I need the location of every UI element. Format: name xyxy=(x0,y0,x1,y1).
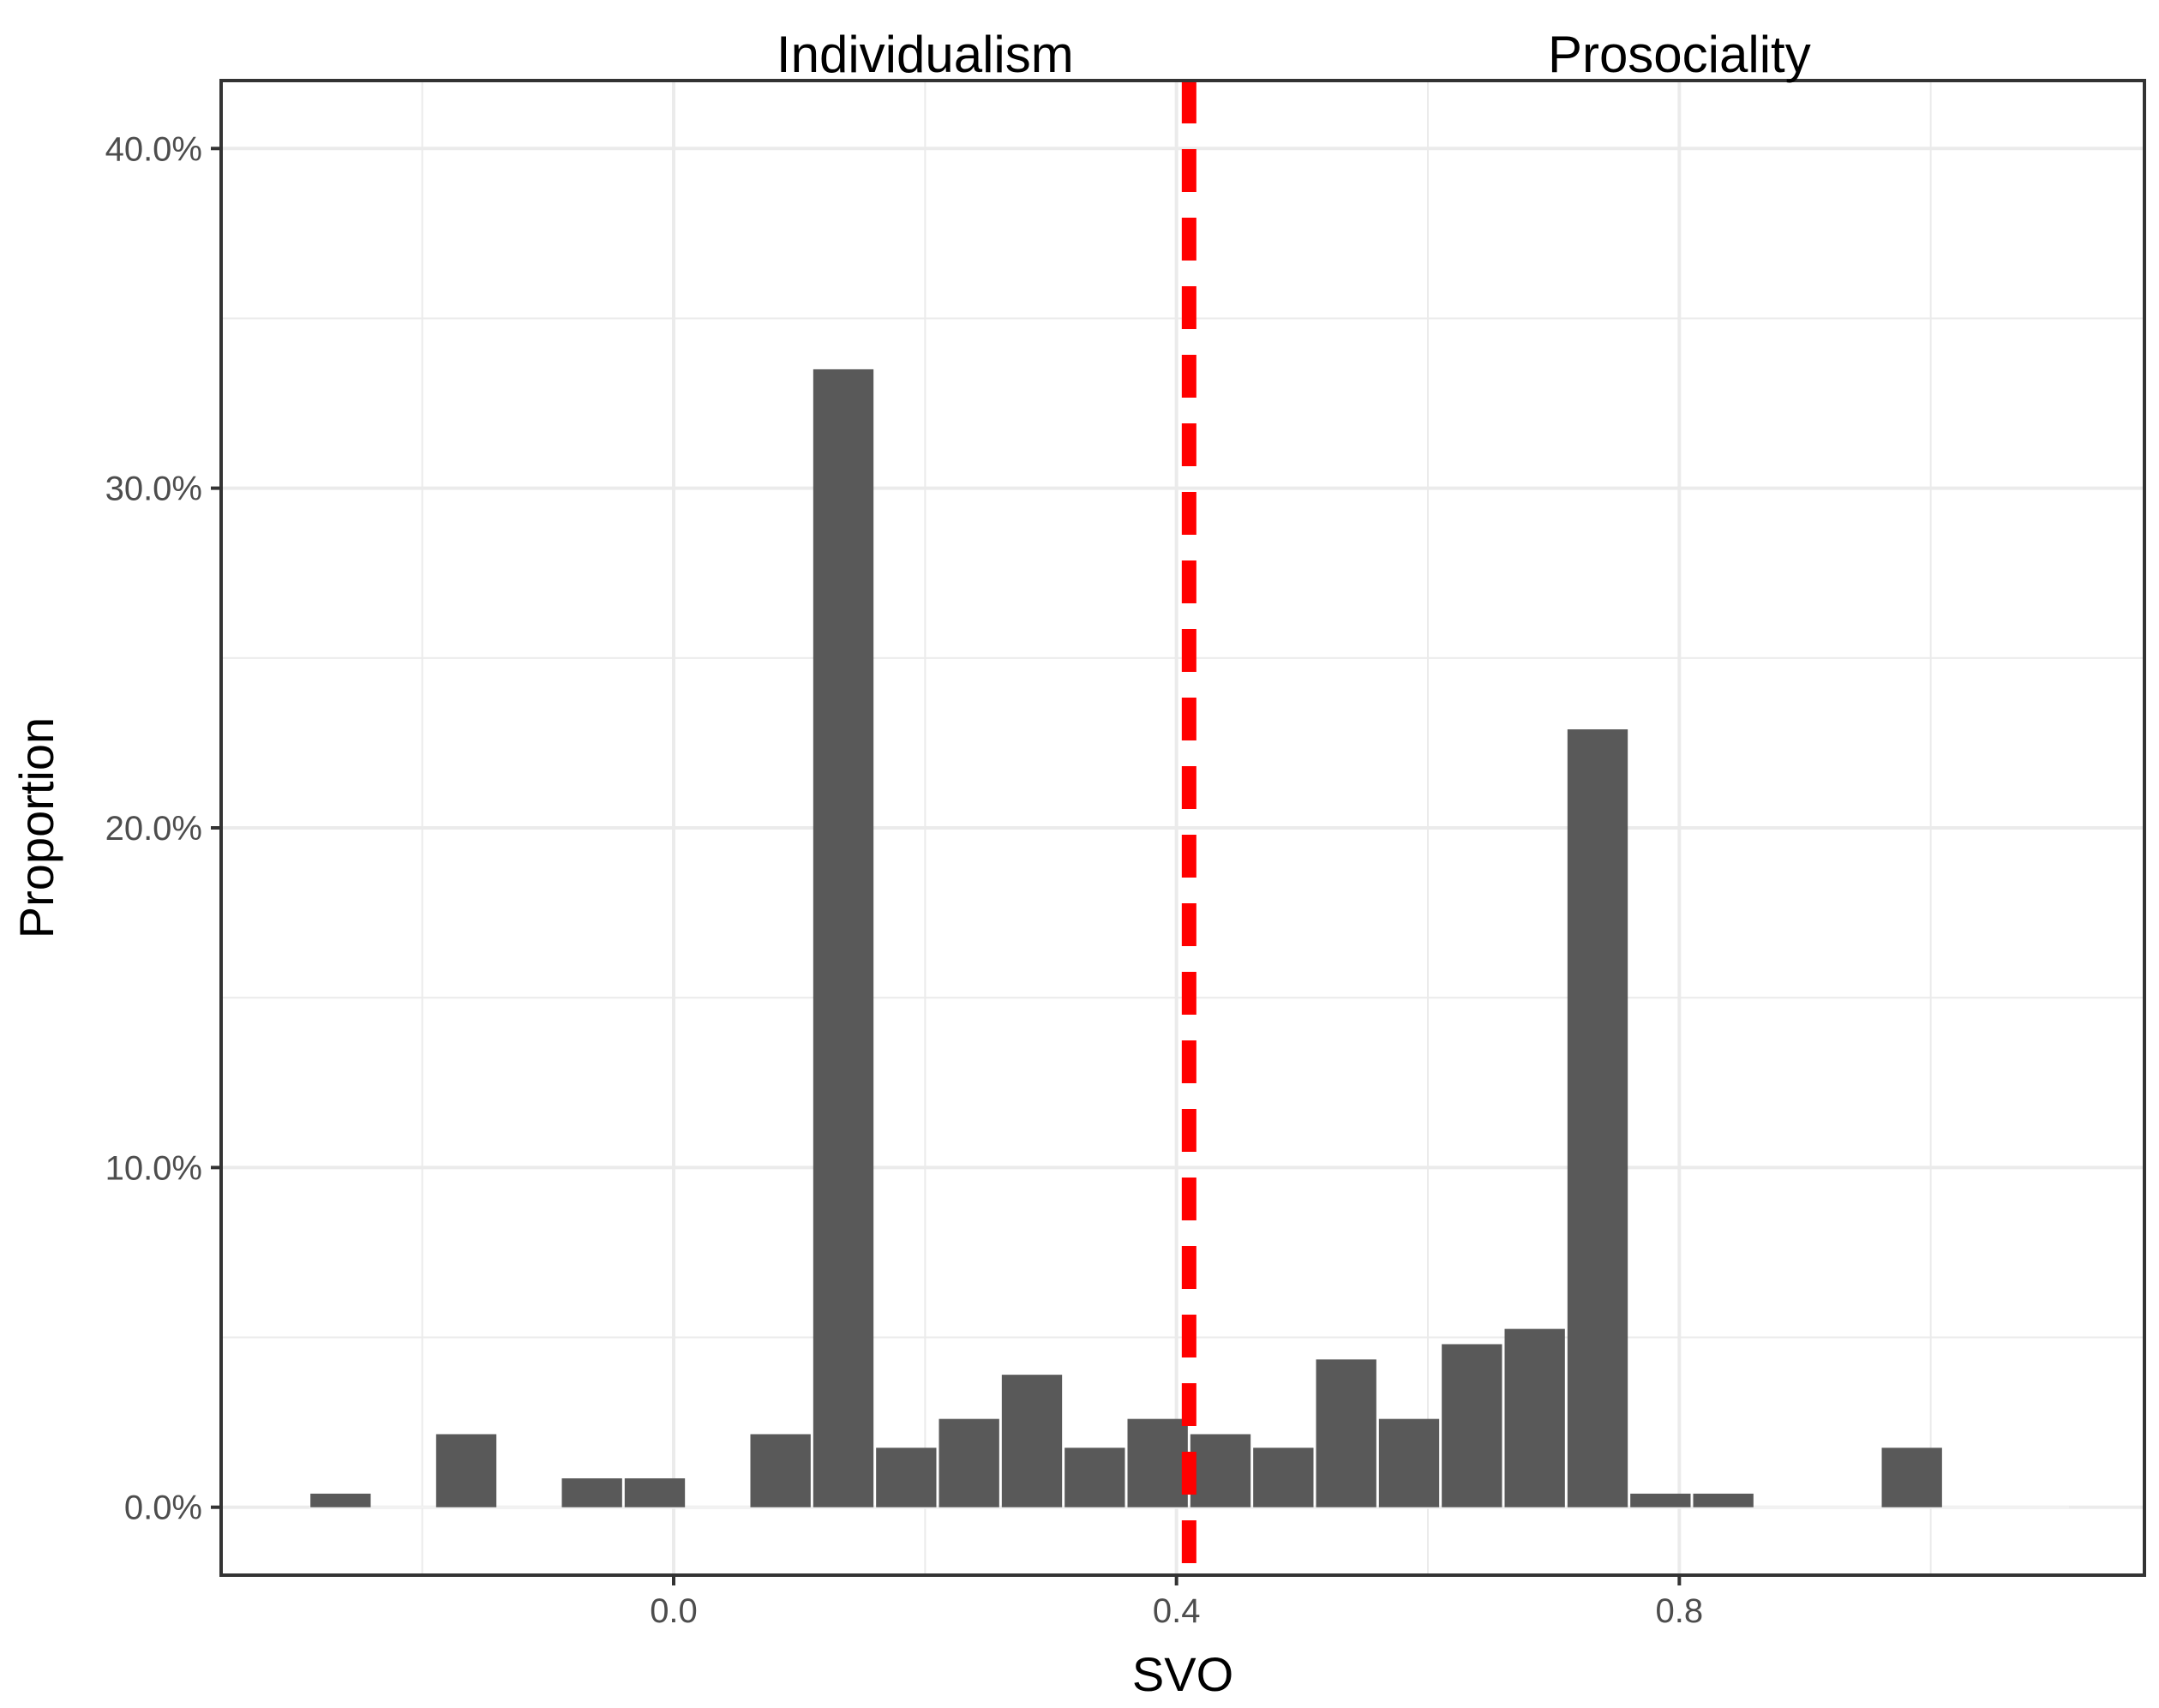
axis-ticks: 0.0 0.4 0.8 0.0% 10.0% 20.0% 30.0% 40.0% xyxy=(105,130,1704,1630)
region-annotation: Prosociality xyxy=(1548,26,1811,83)
histogram-bar xyxy=(1253,1447,1314,1507)
x-axis-title: SVO xyxy=(1132,1647,1233,1701)
histogram-bars xyxy=(309,369,2069,1509)
histogram-bar xyxy=(750,1434,811,1507)
histogram-bar xyxy=(1316,1359,1376,1507)
histogram-bar xyxy=(876,1447,937,1507)
histogram-bar xyxy=(1881,1447,1942,1507)
histogram-bar xyxy=(1001,1375,1063,1507)
histogram-bar xyxy=(561,1478,622,1507)
y-tick-label: 20.0% xyxy=(105,810,202,848)
histogram-bar xyxy=(310,1493,371,1507)
region-annotations: Individualism Prosociality xyxy=(777,26,1811,83)
histogram-bar xyxy=(624,1478,686,1507)
histogram-bar xyxy=(1567,729,1628,1507)
x-tick-label: 0.0 xyxy=(650,1592,698,1630)
y-tick-label: 40.0% xyxy=(105,130,202,168)
y-tick-label: 0.0% xyxy=(124,1489,202,1527)
y-axis-title: Proportion xyxy=(9,717,63,938)
histogram-bar xyxy=(1442,1344,1502,1507)
histogram-bar xyxy=(939,1418,999,1507)
histogram-bar xyxy=(1378,1418,1440,1507)
histogram-bar xyxy=(435,1434,497,1507)
x-tick-label: 0.8 xyxy=(1656,1592,1704,1630)
histogram-bar xyxy=(813,369,874,1507)
y-tick-label: 30.0% xyxy=(105,470,202,508)
histogram-bar xyxy=(1065,1447,1125,1507)
histogram-bar xyxy=(1630,1493,1691,1507)
histogram-bar xyxy=(1127,1418,1188,1507)
histogram-bar xyxy=(1693,1493,1754,1507)
x-tick-label: 0.4 xyxy=(1153,1592,1201,1630)
y-tick-label: 10.0% xyxy=(105,1149,202,1187)
region-annotation: Individualism xyxy=(777,26,1074,83)
histogram-bar xyxy=(1504,1328,1565,1507)
histogram-bar xyxy=(1190,1434,1251,1507)
